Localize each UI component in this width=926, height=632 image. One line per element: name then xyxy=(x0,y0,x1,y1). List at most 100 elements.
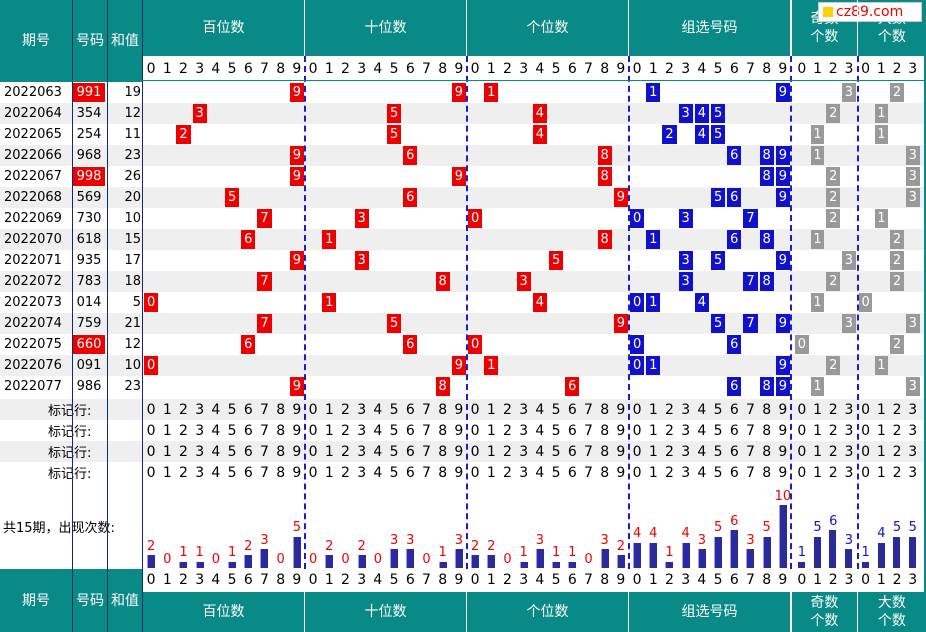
mark-digit: 0 xyxy=(632,401,642,418)
count-value: 3 xyxy=(535,532,545,548)
mark-odd-digit: 3 xyxy=(844,422,854,439)
group-divider-solid xyxy=(466,0,467,56)
cell-odd: 3 xyxy=(842,314,856,333)
mark-digit: 6 xyxy=(567,464,577,481)
mark-digit: 5 xyxy=(389,443,399,460)
mark-big-digit: 2 xyxy=(892,443,902,460)
cell-group: 1 xyxy=(646,293,661,312)
group-divider-solid xyxy=(790,0,791,56)
mark-digit: 3 xyxy=(357,401,367,418)
bottom-digit-3-8: 8 xyxy=(762,572,772,588)
cell-odd: 0 xyxy=(795,335,809,354)
count-label: 共15期，出现次数: xyxy=(3,520,115,536)
mark-digit: 4 xyxy=(373,401,383,418)
cell-group: 9 xyxy=(775,146,790,165)
mark-digit: 4 xyxy=(373,422,383,439)
mark-digit: 5 xyxy=(713,401,723,418)
bottom-digit-1-6: 6 xyxy=(405,572,415,588)
bottom-digit-1-9: 9 xyxy=(454,572,464,588)
mark-digit: 8 xyxy=(438,443,448,460)
cell-big: 1 xyxy=(874,125,889,144)
top-digit-1-8: 8 xyxy=(438,61,448,77)
cell-odd: 2 xyxy=(826,272,841,291)
count-bar xyxy=(195,561,204,568)
cell-odd: 1 xyxy=(810,377,825,396)
count-bar xyxy=(552,561,560,568)
header-group-0: 百位数 xyxy=(143,0,304,56)
mark-digit: 3 xyxy=(195,422,205,439)
cell-big: 3 xyxy=(905,167,920,186)
cell-group: 7 xyxy=(743,209,758,228)
mark-digit: 0 xyxy=(146,464,156,481)
row-period: 2022071 xyxy=(4,253,62,268)
top-digit-3-3: 3 xyxy=(681,61,691,77)
mark-digit: 1 xyxy=(486,464,496,481)
top-digit-0-9: 9 xyxy=(292,61,302,77)
row-stripe xyxy=(0,145,926,166)
mark-digit: 2 xyxy=(503,464,512,481)
count-value: 5 xyxy=(892,520,902,535)
count-bar xyxy=(861,561,869,568)
top-digit-3-6: 6 xyxy=(729,61,739,77)
top-digit-2-1: 1 xyxy=(486,61,496,77)
mark-digit: 3 xyxy=(681,464,691,481)
row-period: 2022070 xyxy=(4,232,62,247)
count-bar xyxy=(778,505,787,568)
header-bottom-line xyxy=(0,80,926,81)
count-value: 4 xyxy=(649,526,658,542)
count-value: 0 xyxy=(341,551,350,567)
mark-big-digit: 3 xyxy=(908,464,918,481)
mark-digit: 2 xyxy=(665,401,674,418)
cell-group: 5 xyxy=(711,188,726,207)
bottom-big-digit-1: 1 xyxy=(876,572,886,588)
row-period: 2022068 xyxy=(4,190,62,205)
bottom-digit-2-8: 8 xyxy=(600,572,610,588)
mark-digit: 9 xyxy=(778,401,788,418)
cell-odd: 2 xyxy=(826,188,841,207)
mark-digit: 4 xyxy=(373,464,383,481)
cell-t: 3 xyxy=(354,209,369,228)
top-big-digit-2: 2 xyxy=(892,61,902,77)
mark-odd-digit: 2 xyxy=(828,464,838,481)
mark-odd-digit: 0 xyxy=(797,401,807,418)
mark-digit: 8 xyxy=(276,464,286,481)
row-period: 2022066 xyxy=(4,148,62,163)
bottom-digit-0-8: 8 xyxy=(276,572,286,588)
cell-u: 0 xyxy=(468,209,483,228)
count-bar xyxy=(813,536,821,568)
mark-digit: 7 xyxy=(584,422,593,439)
cell-u: 8 xyxy=(597,230,612,249)
mark-digit: 4 xyxy=(535,443,545,460)
mark-digit: 6 xyxy=(405,443,415,460)
top-odd-digit-0: 0 xyxy=(797,61,807,77)
cell-t: 6 xyxy=(403,188,418,207)
mark-digit: 2 xyxy=(179,422,188,439)
mark-big-digit: 3 xyxy=(908,401,918,418)
bottom-digit-1-5: 5 xyxy=(389,572,399,588)
mark-digit: 4 xyxy=(211,422,221,439)
cell-h: 7 xyxy=(257,209,272,228)
group-divider-solid xyxy=(628,0,629,56)
top-digit-3-1: 1 xyxy=(648,61,658,77)
mark-digit: 4 xyxy=(697,443,707,460)
mark-digit: 2 xyxy=(179,443,188,460)
cell-big: 2 xyxy=(890,83,904,102)
mark-digit: 7 xyxy=(746,443,755,460)
cell-t: 8 xyxy=(435,377,450,396)
cell-u: 4 xyxy=(532,293,547,312)
top-digit-0-7: 7 xyxy=(260,61,269,77)
count-bar xyxy=(228,561,236,568)
cell-u: 1 xyxy=(484,83,499,102)
row-period: 2022063 xyxy=(4,85,62,100)
row-number: 091 xyxy=(76,358,102,373)
cell-u: 0 xyxy=(468,335,483,354)
mark-digit: 8 xyxy=(762,401,772,418)
mark-digit: 0 xyxy=(632,464,642,481)
mark-row-label: 标记行: xyxy=(48,446,92,461)
cell-big: 1 xyxy=(874,104,889,123)
footer-group-2: 个位数 xyxy=(467,592,628,632)
group-divider-solid xyxy=(304,0,305,56)
mark-digit: 2 xyxy=(503,443,512,460)
count-bar xyxy=(798,561,805,568)
cell-big: 3 xyxy=(905,377,920,396)
